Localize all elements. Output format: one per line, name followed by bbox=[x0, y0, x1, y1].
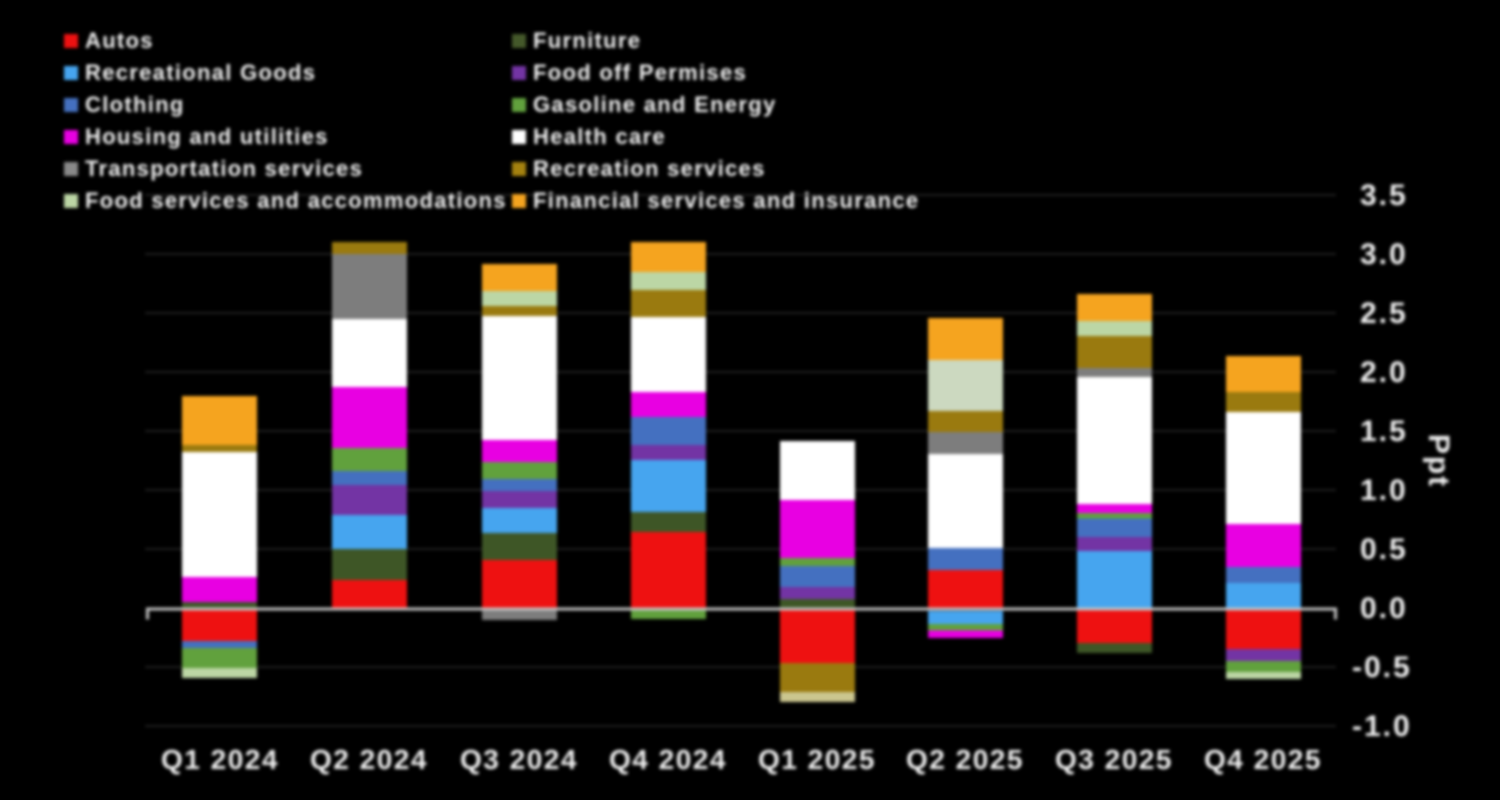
svg-text:1.0: 1.0 bbox=[1360, 474, 1408, 507]
svg-text:2.0: 2.0 bbox=[1360, 356, 1408, 389]
svg-text:Q4 2024: Q4 2024 bbox=[609, 744, 727, 775]
svg-text:Q4 2025: Q4 2025 bbox=[1204, 744, 1322, 775]
svg-text:-1.0: -1.0 bbox=[1352, 710, 1412, 743]
svg-text:Q2 2025: Q2 2025 bbox=[906, 744, 1024, 775]
svg-text:3.5: 3.5 bbox=[1360, 179, 1408, 212]
svg-text:Ppt: Ppt bbox=[1422, 434, 1455, 488]
svg-text:-0.5: -0.5 bbox=[1352, 651, 1412, 684]
svg-text:Q1 2024: Q1 2024 bbox=[161, 744, 279, 775]
svg-text:1.5: 1.5 bbox=[1360, 415, 1408, 448]
svg-text:0.5: 0.5 bbox=[1360, 533, 1408, 566]
svg-text:0.0: 0.0 bbox=[1360, 592, 1408, 625]
svg-text:Q2 2024: Q2 2024 bbox=[310, 744, 428, 775]
svg-text:3.0: 3.0 bbox=[1360, 238, 1408, 271]
svg-text:Q3 2025: Q3 2025 bbox=[1055, 744, 1173, 775]
svg-text:Q1 2025: Q1 2025 bbox=[758, 744, 876, 775]
svg-text:Q3 2024: Q3 2024 bbox=[460, 744, 578, 775]
svg-text:2.5: 2.5 bbox=[1360, 297, 1408, 330]
